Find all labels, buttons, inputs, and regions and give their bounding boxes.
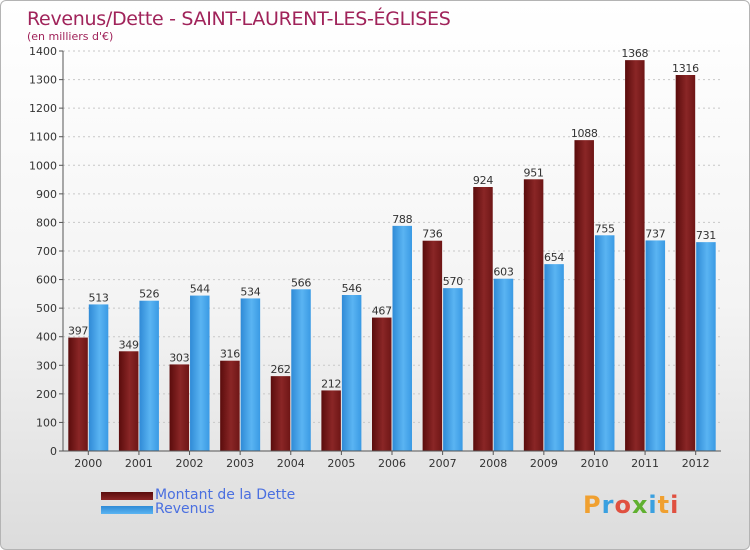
data-label-revenus: 526 [139,288,159,301]
data-label-revenus: 731 [696,229,716,242]
bar-debt [118,351,139,451]
bar-revenus [696,242,716,451]
proxiti-logo: Proxiti [583,491,679,519]
bar-revenus [291,289,311,451]
logo-letter: i [670,491,680,519]
bar-revenus [493,278,514,451]
data-label-revenus: 544 [190,283,210,296]
y-tick-label: 200 [36,388,57,401]
data-label-revenus: 513 [89,291,109,304]
y-tick-label: 1400 [29,45,57,58]
x-tick-label: 2010 [580,457,608,470]
y-tick-label: 400 [36,331,57,344]
x-tick-label: 2009 [530,457,558,470]
data-label-debt: 924 [473,174,493,187]
logo-letter: x [631,491,649,519]
bar-revenus [645,240,666,451]
y-tick-label: 500 [36,302,57,315]
bar-debt [169,364,190,451]
y-tick-label: 0 [50,445,57,458]
data-label-debt: 1368 [621,47,648,60]
data-label-revenus: 534 [240,285,260,298]
bar-revenus [594,235,615,451]
data-label-revenus: 566 [291,276,311,289]
logo-letter: i [648,491,658,519]
y-tick-label: 800 [36,216,57,229]
bar-revenus [544,264,564,451]
legend-swatch-debt [101,492,153,500]
data-label-debt: 736 [422,228,442,241]
data-label-revenus: 603 [493,266,513,279]
bar-debt [422,240,443,451]
bar-debt [574,140,594,451]
y-tick-label: 700 [36,245,57,258]
data-label-debt: 262 [270,363,290,376]
logo-letter: P [583,491,602,519]
bar-debt [523,179,544,452]
data-label-debt: 349 [119,338,139,351]
data-label-debt: 303 [169,351,189,364]
data-label-revenus: 570 [443,275,463,288]
x-tick-label: 2011 [631,457,659,470]
bar-revenus [88,304,109,451]
chart-title: Revenus/Dette - SAINT-LAURENT-LES-ÉGLISE… [27,8,451,30]
logo-letter: o [614,491,632,519]
bar-revenus [341,295,362,451]
data-label-revenus: 654 [544,251,564,264]
y-tick-label: 100 [36,416,57,429]
logo-letter: t [657,491,671,519]
bar-debt [220,360,240,451]
x-tick-label: 2008 [479,457,507,470]
data-label-revenus: 546 [342,282,362,295]
data-label-revenus: 737 [645,227,665,240]
y-tick-label: 1100 [29,131,57,144]
bar-debt [625,60,645,452]
data-label-debt: 316 [220,348,240,361]
data-label-debt: 467 [372,305,392,318]
y-tick-label: 600 [36,274,57,287]
x-tick-label: 2004 [277,457,305,470]
y-tick-label: 1200 [29,102,57,115]
bar-revenus [240,298,261,451]
x-tick-label: 2003 [226,457,254,470]
y-tick-label: 900 [36,188,57,201]
bar-revenus [443,288,463,451]
data-label-debt: 397 [68,325,88,338]
bar-revenus [392,225,412,451]
logo-letter: r [601,491,615,519]
x-tick-label: 2000 [74,457,102,470]
bar-debt [675,75,696,451]
x-tick-label: 2001 [125,457,153,470]
x-tick-label: 2012 [682,457,710,470]
data-label-revenus: 788 [392,213,412,226]
y-tick-label: 1000 [29,159,57,172]
x-tick-label: 2002 [176,457,204,470]
y-tick-label: 1300 [29,74,57,87]
data-label-debt: 1316 [672,62,699,75]
y-tick-label: 300 [36,359,57,372]
x-tick-label: 2005 [327,457,355,470]
bar-debt [473,187,493,451]
bar-debt [321,390,341,451]
bar-revenus [190,295,210,451]
x-tick-label: 2006 [378,457,406,470]
data-label-debt: 1088 [571,127,598,140]
data-label-debt: 212 [321,377,341,390]
legend-label-revenus: Revenus [155,501,215,517]
legend-label-debt: Montant de la Dette [155,487,296,503]
bar-revenus [139,300,159,451]
chart-subtitle: (en milliers d'€) [27,30,114,43]
x-tick-label: 2007 [429,457,457,470]
bar-debt [270,376,291,451]
data-label-revenus: 755 [595,222,615,235]
bar-debt [68,337,88,451]
data-label-debt: 951 [524,166,544,179]
bar-debt [372,317,392,451]
legend-swatch-revenus [101,506,153,514]
